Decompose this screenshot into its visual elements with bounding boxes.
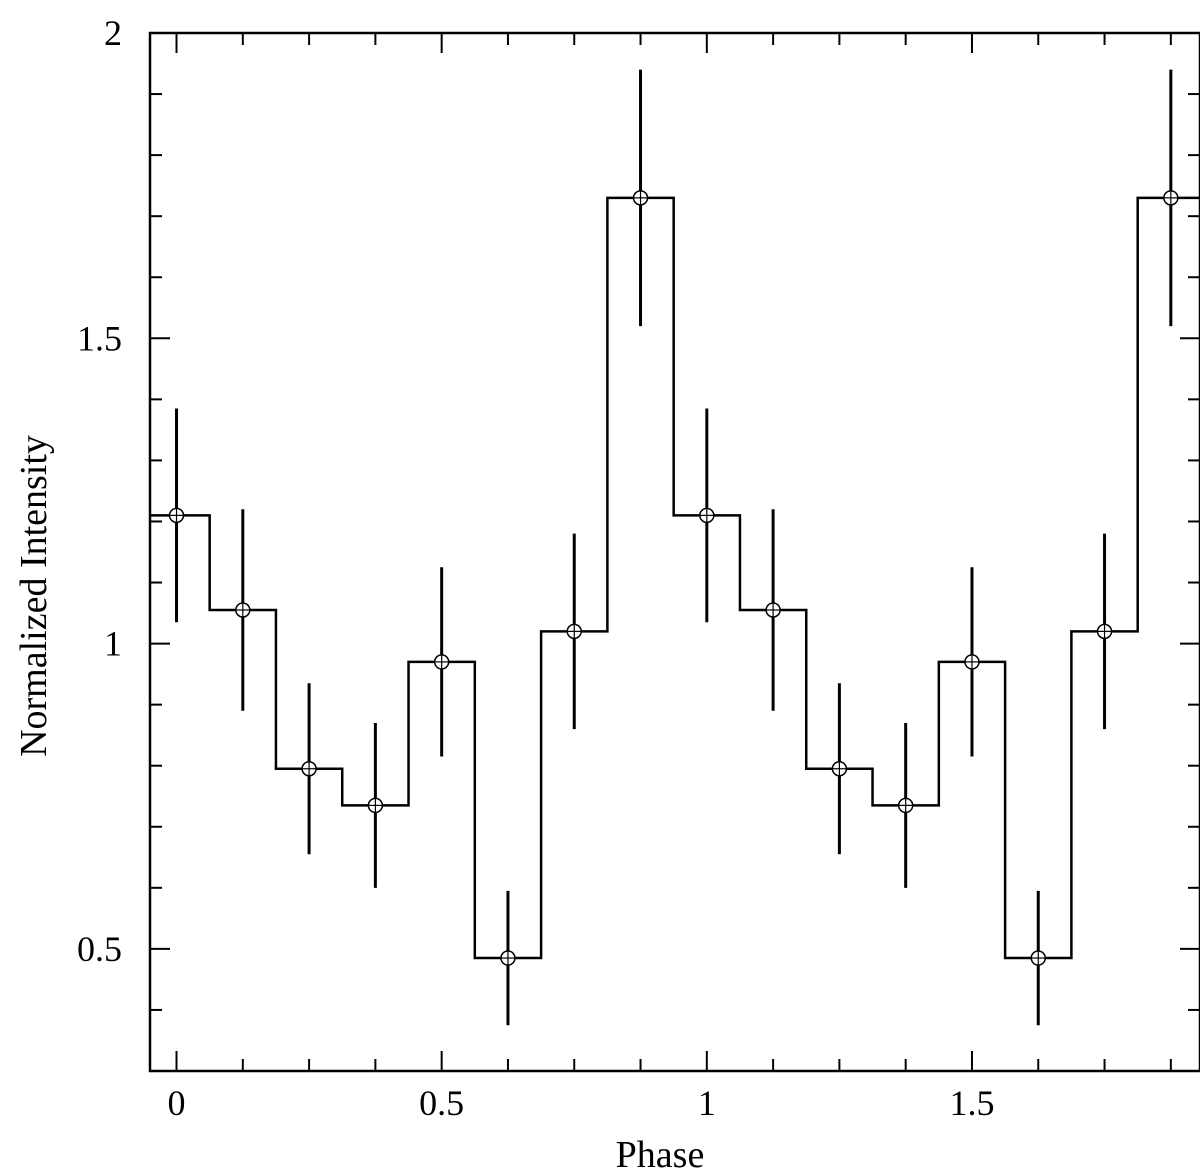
x-tick-label: 1 bbox=[698, 1083, 716, 1123]
x-tick-label: 0.5 bbox=[419, 1083, 464, 1123]
y-tick-label: 1 bbox=[104, 624, 122, 664]
x-axis-title: Phase bbox=[616, 1134, 705, 1172]
x-tick-label: 0 bbox=[168, 1083, 186, 1123]
ticks-layer: 0 0.5 1 1.5 0.5 1 1.5 2 bbox=[77, 13, 1200, 1123]
x-tick-label: 1.5 bbox=[949, 1083, 994, 1123]
y-tick-label: 0.5 bbox=[77, 929, 122, 969]
y-tick-label: 2 bbox=[104, 13, 122, 53]
step-line bbox=[150, 196, 1200, 960]
plot-area bbox=[150, 69, 1200, 1026]
y-tick-label: 1.5 bbox=[77, 318, 122, 358]
plot-frame bbox=[148, 31, 1200, 1073]
y-axis-title: Normalized Intensity bbox=[13, 435, 55, 757]
